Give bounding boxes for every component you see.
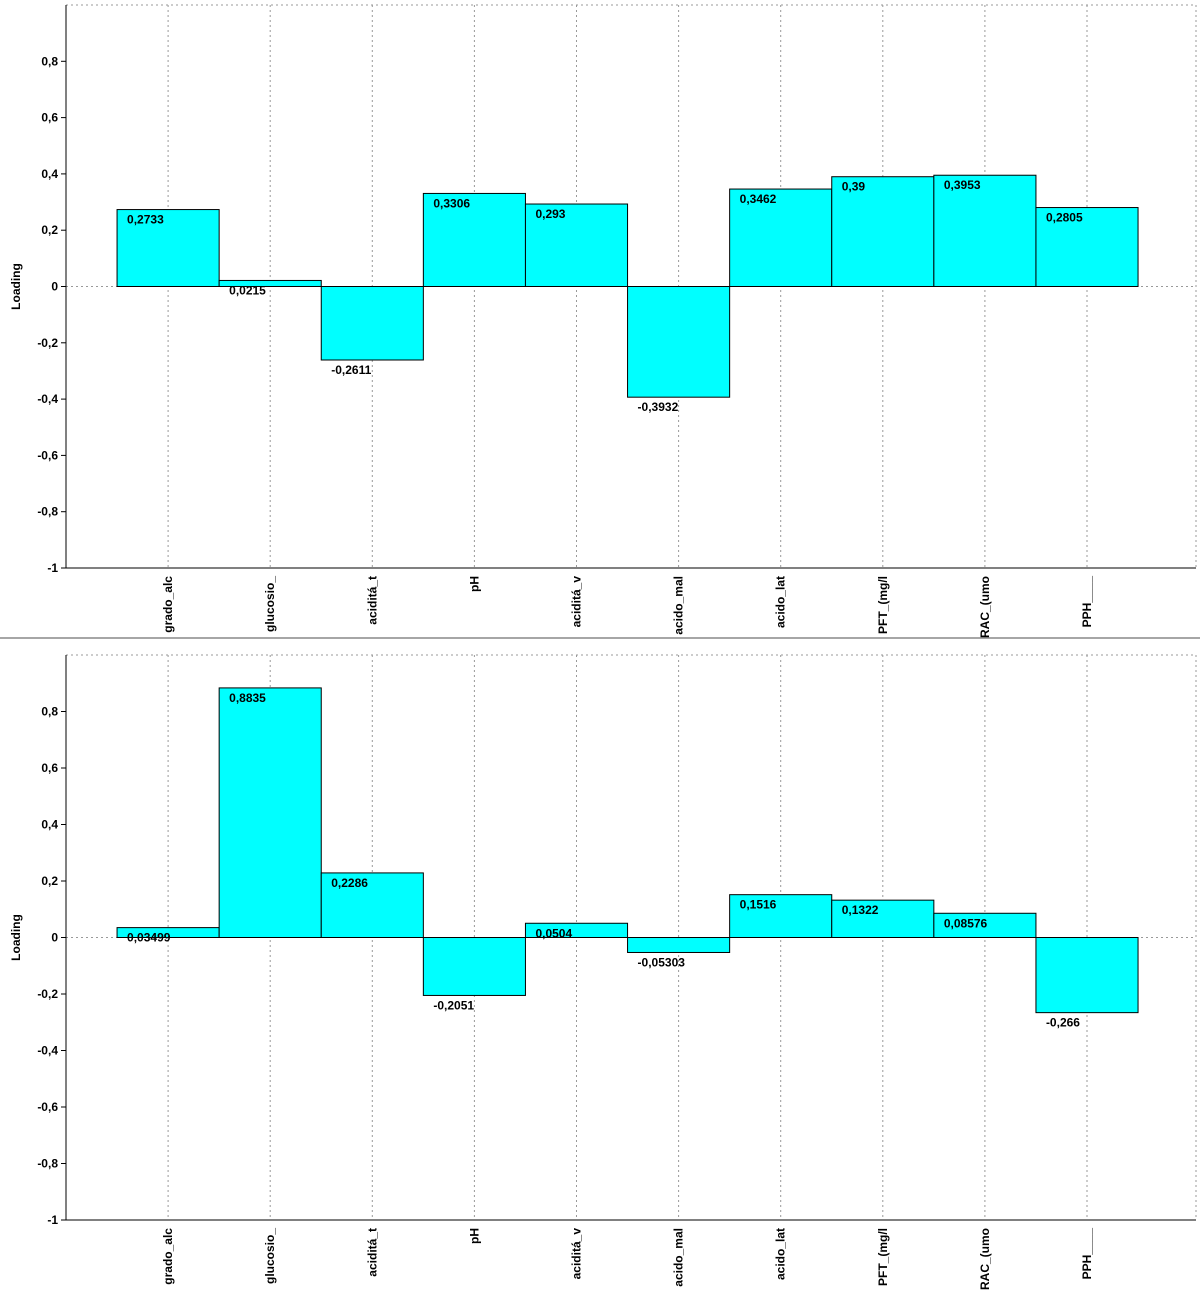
bar [729, 188, 833, 287]
x-tick-label: aciditá_v [570, 1228, 584, 1280]
value-label: 0,293 [535, 207, 565, 221]
value-label: 0,39 [842, 180, 866, 194]
bar [831, 176, 935, 287]
y-tick-label: 0,6 [41, 761, 58, 775]
y-tick-label: -0,2 [37, 987, 58, 1001]
y-tick-label: -0,6 [37, 1100, 58, 1114]
x-tick-label: acido_lat [774, 1228, 788, 1280]
x-tick-label: glucosio_ [263, 1228, 277, 1284]
y-tick-label: 0,2 [41, 223, 58, 237]
bar [320, 286, 424, 361]
y-tick-label: -0,4 [37, 1044, 58, 1058]
bar [524, 922, 629, 939]
y-tick-label: -0,8 [37, 505, 58, 519]
y-tick-label: -1 [47, 561, 58, 575]
y-tick-label: 0,8 [41, 54, 58, 68]
y-tick-label: 0,2 [41, 874, 58, 888]
y-tick-label: -0,4 [37, 392, 58, 406]
bar [933, 912, 1037, 939]
y-tick-label: -1 [47, 1213, 58, 1227]
bar [729, 894, 833, 938]
bar [831, 899, 935, 939]
x-tick-label: acido_mal [672, 1228, 686, 1287]
x-tick-label: PPH____ [1080, 576, 1094, 628]
value-label: 0,2286 [331, 876, 368, 890]
y-tick-label: 0,8 [41, 705, 58, 719]
x-tick-label: pH [467, 1228, 481, 1244]
y-axis-label: Loading [9, 263, 23, 310]
value-label: 0,03499 [127, 931, 171, 945]
value-label: 0,1516 [740, 898, 777, 912]
y-tick-label: 0 [51, 280, 58, 294]
y-tick-label: 0,4 [41, 167, 58, 181]
x-tick-label: acido_mal [672, 576, 686, 635]
y-tick-label: -0,2 [37, 336, 58, 350]
x-tick-label: glucosio_ [263, 576, 277, 632]
bar [422, 192, 526, 287]
value-label: 0,3462 [740, 192, 777, 206]
x-tick-label: pH [467, 576, 481, 592]
bar [1035, 207, 1139, 287]
bar [627, 937, 731, 953]
y-tick-label: 0,4 [41, 818, 58, 832]
x-tick-label: RAC_(umo [978, 1228, 992, 1290]
value-label: -0,2611 [331, 363, 371, 377]
value-label: 0,2733 [127, 213, 164, 227]
value-label: 0,08576 [944, 916, 988, 930]
y-tick-label: -0,8 [37, 1157, 58, 1171]
bar [933, 174, 1037, 287]
x-tick-label: PFT_(mg/l [876, 576, 890, 634]
x-tick-label: aciditá_t [365, 1228, 379, 1277]
x-tick-label: PPH____ [1080, 1228, 1094, 1280]
value-label: -0,2051 [433, 998, 474, 1012]
x-tick-label: RAC_(umo [978, 576, 992, 638]
bar [627, 286, 731, 398]
value-label: 0,0504 [535, 926, 572, 940]
x-tick-label: acido_lat [774, 576, 788, 628]
value-label: 0,3306 [433, 196, 470, 210]
value-label: 0,3953 [944, 178, 981, 192]
value-label: 0,2805 [1046, 211, 1083, 225]
value-label: 0,8835 [229, 691, 266, 705]
y-tick-label: -0,6 [37, 448, 58, 462]
value-label: -0,266 [1046, 1016, 1080, 1030]
x-tick-label: grado_alc [161, 1228, 175, 1285]
y-tick-label: 0 [51, 931, 58, 945]
bar [218, 279, 322, 288]
value-label: -0,3932 [638, 400, 679, 414]
y-axis-label: Loading [9, 914, 23, 961]
bar [320, 872, 424, 938]
x-tick-label: aciditá_t [365, 576, 379, 625]
bar [1035, 937, 1139, 1014]
x-tick-label: aciditá_v [570, 576, 584, 628]
bar [422, 937, 526, 996]
y-tick-label: 0,6 [41, 111, 58, 125]
value-label: -0,05303 [638, 955, 686, 969]
x-tick-label: grado_alc [161, 576, 175, 633]
bar [116, 209, 220, 288]
value-label: 0,0215 [229, 283, 266, 297]
bar [218, 687, 322, 938]
bar [524, 203, 629, 287]
value-label: 0,1322 [842, 903, 879, 917]
x-tick-label: PFT_(mg/l [876, 1228, 890, 1286]
